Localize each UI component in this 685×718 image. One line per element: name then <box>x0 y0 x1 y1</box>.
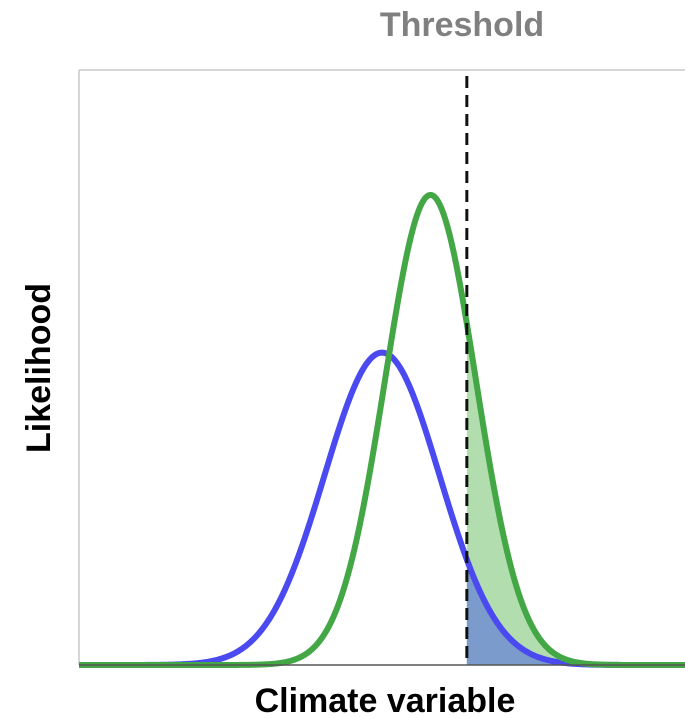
x-axis-label: Climate variable <box>255 682 516 718</box>
green-tail-fill <box>466 323 685 665</box>
y-axis-label: Likelihood <box>20 283 58 453</box>
threshold-annotation: Threshold <box>380 6 544 44</box>
series-line-2 <box>77 191 685 668</box>
plot-area <box>77 69 685 668</box>
blue-tail-fill <box>466 559 685 665</box>
